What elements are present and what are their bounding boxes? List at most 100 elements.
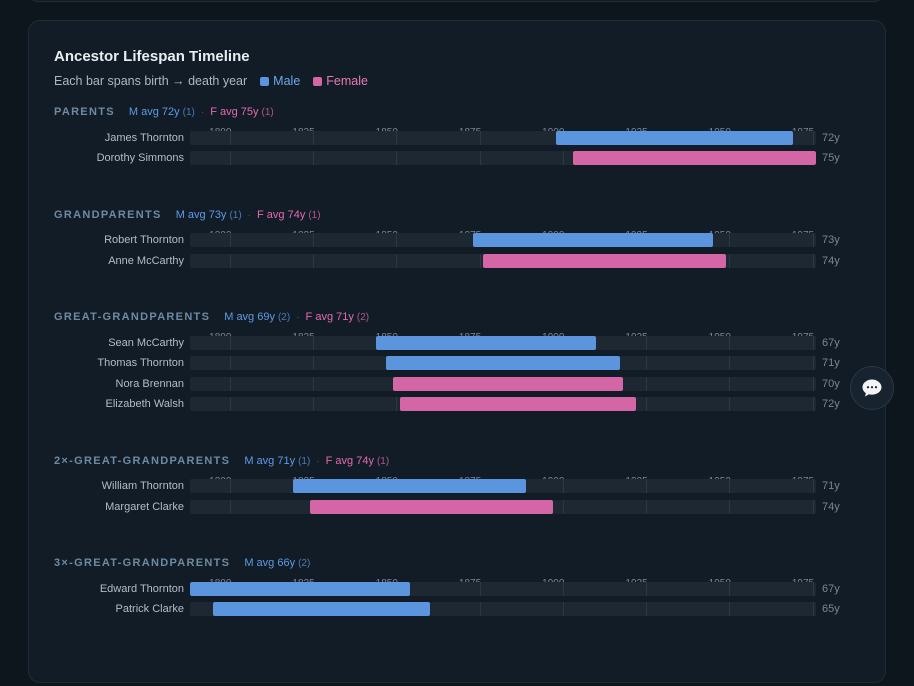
female-legend-label: Female bbox=[326, 74, 368, 88]
male-count: (1) bbox=[229, 209, 242, 221]
card-title: Ancestor Lifespan Timeline bbox=[54, 48, 250, 65]
female-avg: F avg 75y bbox=[210, 106, 259, 118]
grid-line bbox=[396, 151, 398, 165]
separator-dot: · bbox=[316, 455, 320, 467]
person-row[interactable]: Elizabeth Walsh 72y bbox=[29, 397, 885, 411]
person-row[interactable]: Robert Thornton 73y bbox=[29, 233, 885, 247]
person-row[interactable]: Sean McCarthy 67y bbox=[29, 336, 885, 350]
grid-line bbox=[729, 356, 731, 370]
grid-line bbox=[729, 582, 731, 596]
card-subtitle: Each bar spans birth → death year Male F… bbox=[54, 74, 368, 88]
person-row[interactable]: Nora Brennan 70y bbox=[29, 377, 885, 391]
female-count: (1) bbox=[308, 209, 321, 221]
timeline-track bbox=[190, 254, 816, 268]
person-row[interactable]: Thomas Thornton 71y bbox=[29, 356, 885, 370]
age-label: 75y bbox=[822, 152, 840, 164]
age-label: 71y bbox=[822, 357, 840, 369]
age-label: 74y bbox=[822, 255, 840, 267]
grid-line bbox=[313, 336, 315, 350]
person-name: Elizabeth Walsh bbox=[105, 398, 184, 410]
subtitle-text: Each bar spans birth → death year bbox=[54, 74, 248, 88]
section-title: 2×-GREAT-GRANDPARENTS bbox=[54, 455, 231, 467]
section-title: PARENTS bbox=[54, 106, 115, 118]
grid-line bbox=[229, 336, 231, 350]
chat-bubble-icon bbox=[862, 379, 882, 397]
age-label: 71y bbox=[822, 480, 840, 492]
grid-line bbox=[313, 254, 315, 268]
lifespan-bar-male[interactable] bbox=[293, 479, 527, 493]
timeline-track bbox=[190, 500, 816, 514]
grid-line bbox=[229, 479, 231, 493]
person-name: Anne McCarthy bbox=[108, 255, 184, 267]
female-avg: F avg 71y bbox=[305, 311, 354, 323]
female-count: (1) bbox=[261, 106, 274, 118]
separator-dot: · bbox=[296, 311, 300, 323]
person-name: Thomas Thornton bbox=[97, 357, 184, 369]
lifespan-bar-male[interactable] bbox=[556, 131, 793, 145]
timeline-track bbox=[190, 131, 816, 145]
grid-line bbox=[479, 151, 481, 165]
female-avg: F avg 74y bbox=[257, 209, 306, 221]
female-count: (2) bbox=[356, 311, 370, 323]
lifespan-bar-female[interactable] bbox=[399, 397, 637, 411]
grid-line bbox=[229, 131, 231, 145]
person-name: Margaret Clarke bbox=[105, 501, 184, 513]
section-title: 3×-GREAT-GRANDPARENTS bbox=[54, 557, 231, 569]
grid-line bbox=[229, 233, 231, 247]
person-row[interactable]: James Thornton 72y bbox=[29, 131, 885, 145]
section-title: GRANDPARENTS bbox=[54, 209, 162, 221]
age-label: 72y bbox=[822, 398, 840, 410]
person-name: Edward Thornton bbox=[99, 583, 184, 595]
grid-line bbox=[479, 582, 481, 596]
grid-line bbox=[812, 479, 814, 493]
female-count: (1) bbox=[376, 455, 390, 467]
grid-line bbox=[562, 151, 564, 165]
lifespan-bar-male[interactable] bbox=[473, 233, 713, 247]
lifespan-timeline-card: Ancestor Lifespan Timeline Each bar span… bbox=[28, 20, 886, 683]
grid-line bbox=[396, 397, 398, 411]
female-avg: F avg 74y bbox=[325, 455, 374, 467]
grid-line bbox=[562, 500, 564, 514]
person-name: James Thornton bbox=[104, 132, 184, 144]
grid-line bbox=[729, 397, 731, 411]
person-row[interactable]: Edward Thornton 67y bbox=[29, 582, 885, 596]
grid-line bbox=[729, 254, 731, 268]
person-row[interactable]: Dorothy Simmons 75y bbox=[29, 151, 885, 165]
grid-line bbox=[396, 131, 398, 145]
section-header: GRANDPARENTS M avg 73y (1) · F avg 74y (1) bbox=[54, 208, 321, 222]
person-name: Dorothy Simmons bbox=[96, 152, 184, 164]
male-legend-swatch bbox=[260, 76, 270, 86]
lifespan-bar-male[interactable] bbox=[190, 582, 410, 596]
grid-line bbox=[646, 356, 648, 370]
lifespan-bar-male[interactable] bbox=[376, 336, 597, 350]
grid-line bbox=[229, 377, 231, 391]
lifespan-bar-female[interactable] bbox=[309, 500, 553, 514]
person-row[interactable]: Anne McCarthy 74y bbox=[29, 254, 885, 268]
grid-line bbox=[562, 479, 564, 493]
lifespan-bar-male[interactable] bbox=[213, 602, 430, 616]
male-avg: M avg 72y bbox=[128, 106, 180, 118]
grid-line bbox=[479, 131, 481, 145]
grid-line bbox=[646, 397, 648, 411]
chat-button[interactable] bbox=[850, 366, 894, 410]
person-name: William Thornton bbox=[101, 480, 184, 492]
previous-card bbox=[28, 0, 884, 2]
male-count: (1) bbox=[298, 455, 311, 467]
grid-line bbox=[479, 254, 481, 268]
grid-line bbox=[646, 336, 648, 350]
section-title: GREAT-GRANDPARENTS bbox=[54, 311, 211, 323]
grid-line bbox=[812, 254, 814, 268]
person-row[interactable]: Patrick Clarke 65y bbox=[29, 602, 885, 616]
grid-line bbox=[229, 254, 231, 268]
lifespan-bar-female[interactable] bbox=[483, 254, 727, 268]
lifespan-bar-female[interactable] bbox=[393, 377, 623, 391]
grid-line bbox=[729, 233, 731, 247]
lifespan-bar-male[interactable] bbox=[386, 356, 620, 370]
timeline-track bbox=[190, 336, 816, 350]
person-row[interactable]: William Thornton 71y bbox=[29, 479, 885, 493]
person-row[interactable]: Margaret Clarke 74y bbox=[29, 500, 885, 514]
lifespan-bar-female[interactable] bbox=[572, 151, 816, 165]
grid-line bbox=[479, 602, 481, 616]
grid-line bbox=[313, 151, 315, 165]
grid-line bbox=[729, 500, 731, 514]
